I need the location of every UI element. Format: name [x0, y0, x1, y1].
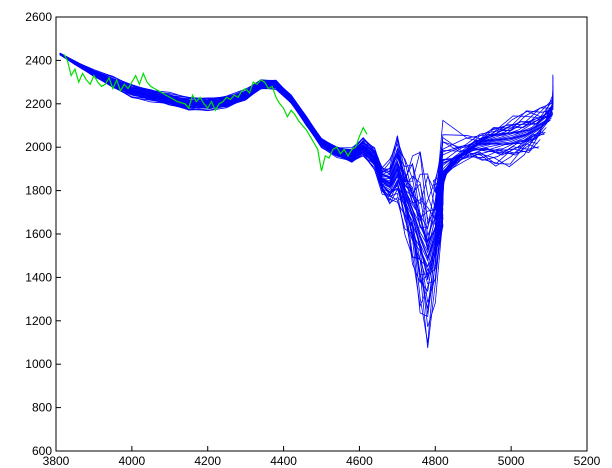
x-axis-ticks: 3800 4000 4200 4400 4600 4800 5000 5200: [43, 446, 601, 468]
x-tick-label: 5000: [498, 454, 525, 468]
x-tick-label: 5200: [574, 454, 601, 468]
ensemble-member-line: [59, 52, 554, 211]
y-tick-label: 600: [32, 444, 52, 458]
y-tick-label: 2000: [25, 140, 52, 154]
plot-frame: [55, 16, 588, 452]
observed-series-line: [63, 53, 368, 172]
ensemble-lines: [59, 52, 554, 348]
x-tick-label: 4000: [119, 454, 146, 468]
ensemble-member-line: [59, 53, 554, 226]
observed-series: [63, 53, 368, 172]
y-tick-label: 1400: [25, 270, 52, 284]
y-tick-label: 1800: [25, 184, 52, 198]
ensemble-member-line: [59, 52, 554, 205]
x-tick-label: 4600: [346, 454, 373, 468]
ensemble-member-line: [59, 52, 554, 225]
y-tick-label: 2400: [25, 53, 52, 67]
y-tick-label: 1600: [25, 227, 52, 241]
y-axis-ticks: 600 800 1000 1200 1400 1600 1800 2000 2200 2400 26…: [25, 10, 61, 458]
y-tick-label: 2200: [25, 97, 52, 111]
x-tick-label: 4200: [194, 454, 221, 468]
ensemble-member-line: [59, 52, 554, 219]
y-tick-label: 2600: [25, 10, 52, 24]
y-tick-label: 1000: [25, 357, 52, 371]
y-tick-label: 800: [32, 401, 52, 415]
x-tick-label: 4800: [422, 454, 449, 468]
x-tick-label: 4400: [270, 454, 297, 468]
x-tick-label: 3800: [43, 454, 70, 468]
y-tick-label: 1200: [25, 314, 52, 328]
